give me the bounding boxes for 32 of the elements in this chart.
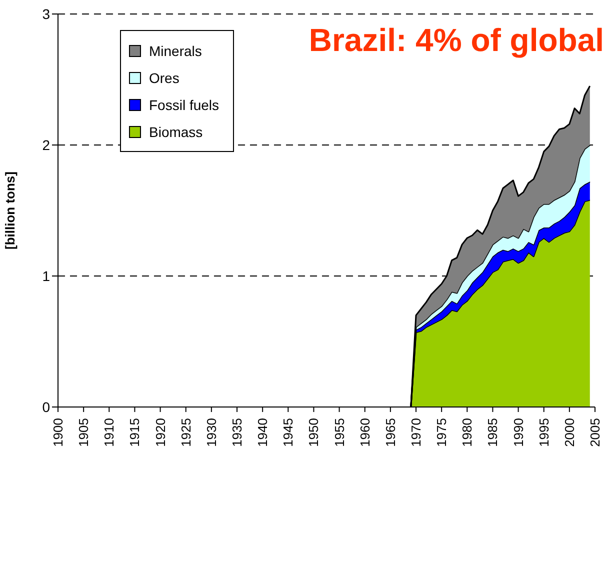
y-axis-title: [billion tons]: [2, 172, 18, 250]
x-tick-label: 1985: [485, 418, 500, 447]
x-tick-label: 2000: [562, 418, 577, 447]
x-tick-label: 1905: [76, 418, 92, 447]
x-tick-label: 1935: [230, 418, 244, 447]
x-tick-label: 1925: [178, 418, 194, 447]
x-tick-label: 1970: [408, 418, 424, 447]
y-tick-label: 3: [42, 6, 50, 22]
x-tick-label: 1990: [510, 418, 526, 447]
y-tick-label: 1: [42, 268, 50, 284]
x-tick-label: 1930: [204, 418, 219, 447]
x-tick-label: 1960: [357, 418, 372, 447]
legend-label: Minerals: [149, 42, 202, 58]
legend-label: Fossil fuels: [149, 96, 220, 112]
y-tick-label: 0: [42, 398, 50, 415]
x-tick-label: 2005: [588, 418, 602, 447]
x-tick-label: 1940: [255, 418, 270, 447]
x-tick-label: 1955: [332, 418, 347, 447]
x-tick-label: 1975: [434, 418, 450, 447]
legend-label: Ores: [149, 70, 180, 86]
x-tick-label: 1900: [50, 418, 66, 447]
y-tick-label: 2: [42, 136, 50, 153]
x-tick-label: 1920: [152, 418, 168, 447]
x-tick-label: 1950: [306, 418, 322, 447]
x-tick-label: 1915: [127, 418, 142, 447]
legend-label: Biomass: [149, 124, 203, 140]
x-tick-label: 1965: [382, 418, 398, 447]
x-tick-label: 1945: [280, 418, 296, 447]
chart-title: Brazil: 4% of global: [308, 22, 604, 59]
x-tick-label: 1995: [536, 418, 552, 447]
x-tick-label: 1980: [460, 418, 475, 447]
x-tick-label: 1910: [102, 418, 117, 447]
